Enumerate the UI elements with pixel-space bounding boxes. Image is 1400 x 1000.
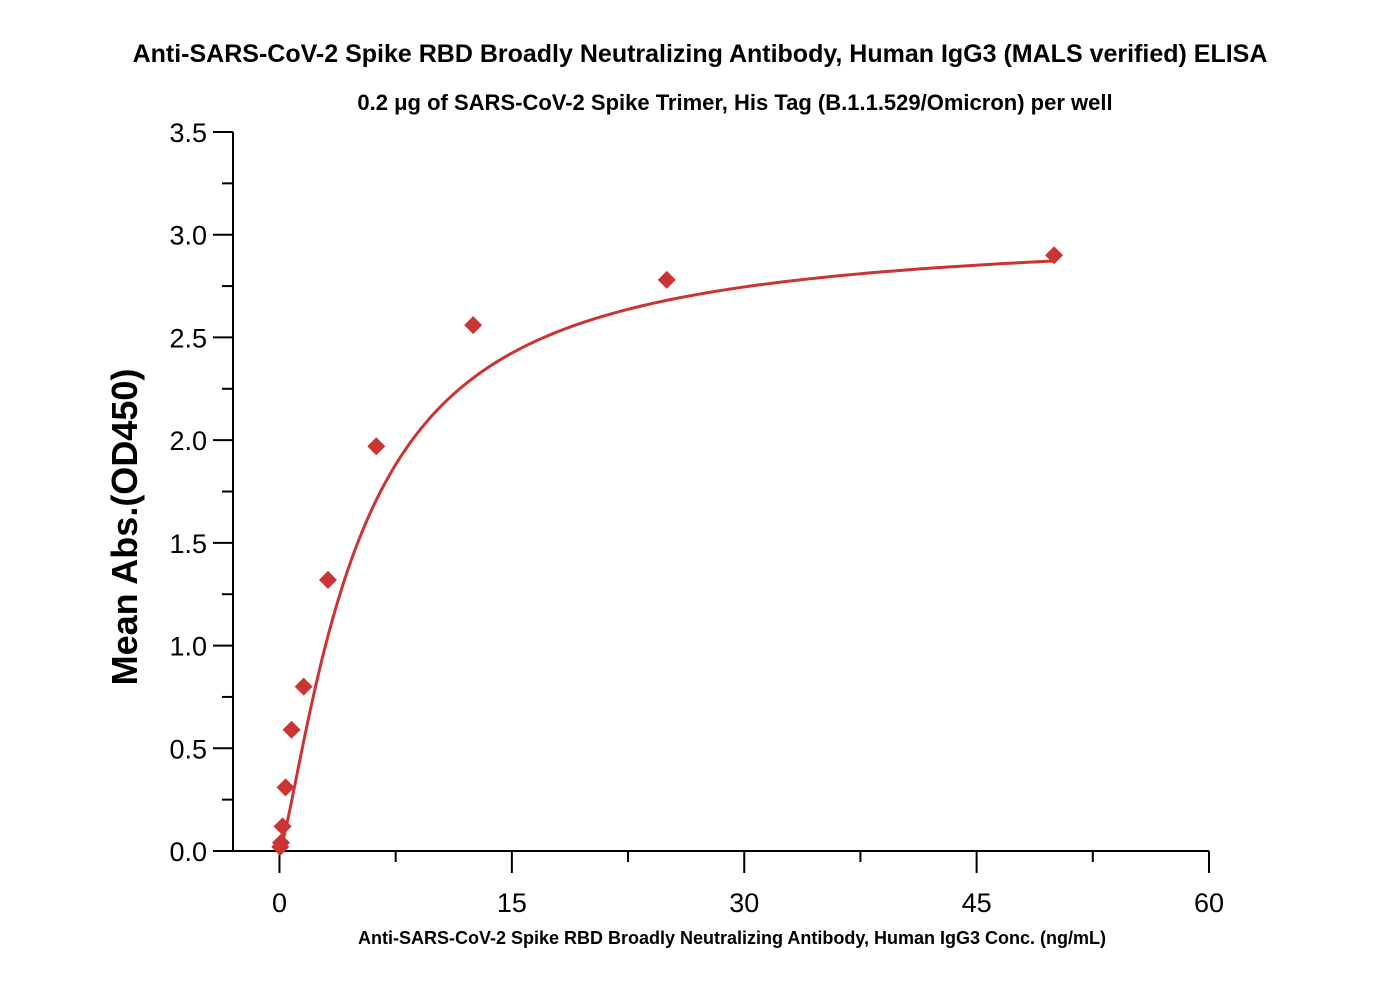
data-point	[282, 720, 301, 739]
data-point	[657, 270, 676, 289]
y-tick-label: 2.5	[169, 323, 207, 353]
y-axis-ticks: 0.0 0.5 1.0 1.5 2.0 2.5 3.0 3.5	[169, 118, 233, 867]
y-tick-label: 1.5	[169, 529, 207, 559]
y-tick-label: 3.5	[169, 118, 207, 148]
y-tick-label: 3.0	[169, 221, 207, 251]
y-tick-label: 1.0	[169, 632, 207, 662]
chart-subtitle: 0.2 μg of SARS-CoV-2 Spike Trimer, His T…	[357, 90, 1112, 115]
fit-curve-layer	[278, 259, 1055, 851]
data-point	[276, 778, 295, 797]
data-point	[318, 570, 337, 589]
x-tick-label: 30	[729, 888, 759, 918]
data-point	[464, 316, 483, 335]
data-points	[271, 246, 1064, 856]
fit-curve	[278, 259, 1055, 851]
chart-title: Anti-SARS-CoV-2 Spike RBD Broadly Neutra…	[133, 40, 1268, 68]
y-tick-label: 0.5	[169, 734, 207, 764]
x-tick-label: 0	[272, 888, 287, 918]
data-point	[1045, 246, 1064, 265]
y-axis-label: Mean Abs.(OD450)	[104, 369, 145, 686]
x-axis-label: Anti-SARS-CoV-2 Spike RBD Broadly Neutra…	[358, 928, 1106, 948]
data-point	[272, 833, 291, 852]
x-tick-label: 45	[962, 888, 992, 918]
y-tick-label: 0.0	[169, 837, 207, 867]
x-axis-ticks: 0 15 30 45 60	[272, 851, 1224, 918]
data-point	[294, 677, 313, 696]
data-point	[367, 437, 386, 456]
y-tick-label: 2.0	[169, 426, 207, 456]
x-tick-label: 15	[497, 888, 527, 918]
data-point	[273, 817, 292, 836]
x-tick-label: 60	[1194, 888, 1224, 918]
